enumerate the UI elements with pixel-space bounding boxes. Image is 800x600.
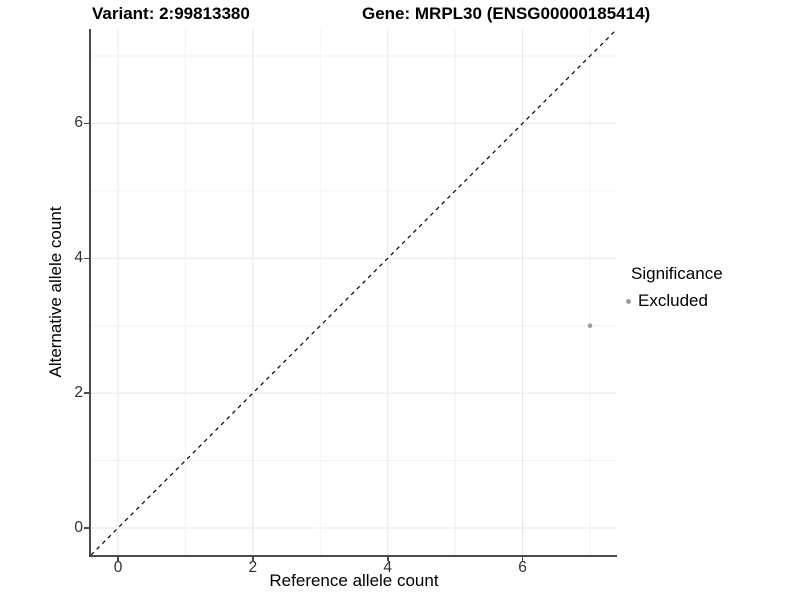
x-tick-mark [521, 557, 524, 561]
data-point[interactable] [587, 323, 593, 329]
plot-panel [91, 29, 617, 555]
y-tick-label: 6 [74, 114, 83, 132]
x-tick-mark [387, 557, 389, 561]
y-tick-mark [84, 122, 89, 125]
y-tick-label: 0 [74, 519, 83, 536]
x-axis-line [89, 555, 617, 557]
legend-item-excluded[interactable]: Excluded [619, 291, 723, 311]
legend-title: Significance [631, 264, 723, 283]
x-tick-label: 4 [383, 559, 392, 576]
plot-title-gene: Gene: MRPL30 (ENSG00000185414) [362, 4, 651, 23]
y-tick-mark [84, 527, 89, 529]
x-axis-label: Reference allele count [269, 571, 439, 590]
identity-line [91, 29, 617, 555]
y-tick-mark [84, 392, 89, 394]
x-tick-mark [117, 557, 119, 561]
y-tick-label: 2 [74, 384, 83, 402]
x-tick-label: 0 [113, 559, 123, 576]
x-tick-label: 6 [518, 559, 527, 576]
legend: Significance Excluded [619, 264, 723, 311]
plot-title-variant: Variant: 2:99813380 [92, 4, 250, 23]
y-axis-line [89, 29, 91, 557]
legend-point-icon [626, 298, 631, 304]
x-tick-label: 2 [248, 559, 258, 576]
x-tick-mark [252, 557, 254, 561]
legend-item-label: Excluded [638, 291, 708, 310]
y-axis-label: Alternative allele count [46, 206, 65, 378]
y-tick-mark [84, 257, 89, 259]
y-tick-label: 4 [74, 249, 83, 267]
